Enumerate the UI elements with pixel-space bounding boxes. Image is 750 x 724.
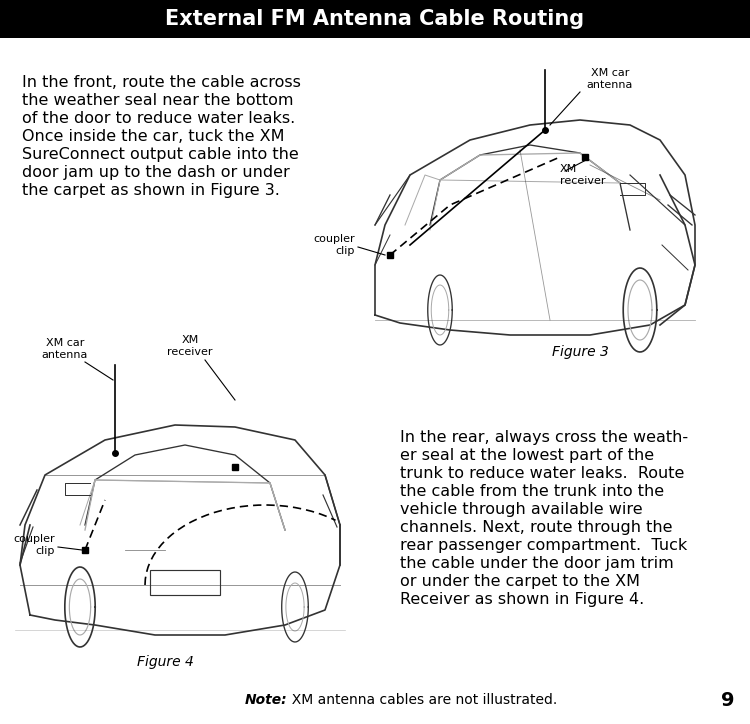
Text: Note:: Note: — [245, 693, 288, 707]
Text: trunk to reduce water leaks.  Route: trunk to reduce water leaks. Route — [400, 466, 684, 481]
Text: Receiver as shown in Figure 4.: Receiver as shown in Figure 4. — [400, 592, 644, 607]
Text: XM antenna cables are not illustrated.: XM antenna cables are not illustrated. — [283, 693, 557, 707]
Text: Figure 4: Figure 4 — [136, 655, 194, 669]
Text: the carpet as shown in Figure 3.: the carpet as shown in Figure 3. — [22, 183, 280, 198]
Text: Figure 3: Figure 3 — [551, 345, 608, 359]
Text: In the rear, always cross the weath-: In the rear, always cross the weath- — [400, 430, 688, 445]
Text: coupler
clip: coupler clip — [13, 534, 55, 556]
Text: coupler
clip: coupler clip — [314, 234, 355, 256]
Text: 9: 9 — [722, 691, 735, 710]
Bar — [0, 0, 750, 38]
Text: the weather seal near the bottom: the weather seal near the bottom — [22, 93, 293, 108]
Text: the cable under the door jam trim: the cable under the door jam trim — [400, 556, 674, 571]
Text: XM
receiver: XM receiver — [560, 164, 605, 186]
Text: the cable from the trunk into the: the cable from the trunk into the — [400, 484, 664, 499]
Text: er seal at the lowest part of the: er seal at the lowest part of the — [400, 448, 654, 463]
Text: XM car
antenna: XM car antenna — [42, 338, 88, 360]
Text: Once inside the car, tuck the XM: Once inside the car, tuck the XM — [22, 129, 284, 144]
Text: rear passenger compartment.  Tuck: rear passenger compartment. Tuck — [400, 538, 687, 553]
Text: SureConnect output cable into the: SureConnect output cable into the — [22, 147, 298, 162]
Text: channels. Next, route through the: channels. Next, route through the — [400, 520, 673, 535]
Text: or under the carpet to the XM: or under the carpet to the XM — [400, 574, 640, 589]
Text: vehicle through available wire: vehicle through available wire — [400, 502, 643, 517]
Text: XM car
antenna: XM car antenna — [586, 68, 633, 90]
Text: In the front, route the cable across: In the front, route the cable across — [22, 75, 301, 90]
Bar — [150, 570, 220, 595]
Text: XM
receiver: XM receiver — [167, 335, 213, 357]
Text: door jam up to the dash or under: door jam up to the dash or under — [22, 165, 290, 180]
Text: of the door to reduce water leaks.: of the door to reduce water leaks. — [22, 111, 296, 126]
Text: External FM Antenna Cable Routing: External FM Antenna Cable Routing — [166, 9, 584, 29]
